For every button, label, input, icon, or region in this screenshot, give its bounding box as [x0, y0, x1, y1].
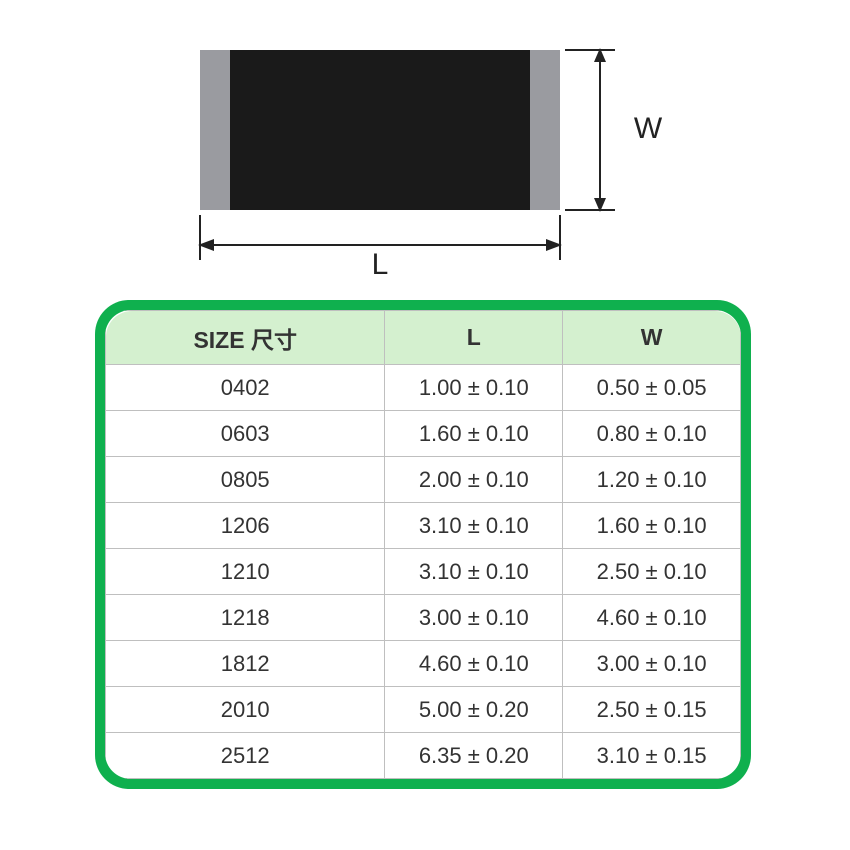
cell-l: 3.00 ± 0.10: [385, 595, 563, 641]
cell-w: 2.50 ± 0.15: [563, 687, 741, 733]
chip-body-icon: [230, 50, 530, 210]
table-row: 25126.35 ± 0.203.10 ± 0.15: [106, 733, 741, 779]
cell-size: 1812: [106, 641, 385, 687]
cell-size: 1210: [106, 549, 385, 595]
header-w: W: [563, 311, 741, 365]
table-row: 12103.10 ± 0.102.50 ± 0.10: [106, 549, 741, 595]
cell-l: 5.00 ± 0.20: [385, 687, 563, 733]
cell-size: 1206: [106, 503, 385, 549]
cell-w: 1.60 ± 0.10: [563, 503, 741, 549]
cell-l: 3.10 ± 0.10: [385, 549, 563, 595]
dimension-label-l: L: [372, 248, 389, 280]
cell-size: 2010: [106, 687, 385, 733]
table-row: 04021.00 ± 0.100.50 ± 0.05: [106, 365, 741, 411]
cell-w: 0.50 ± 0.05: [563, 365, 741, 411]
size-table-container: SIZE 尺寸 L W 04021.00 ± 0.100.50 ± 0.0506…: [95, 300, 751, 789]
table-row: 12183.00 ± 0.104.60 ± 0.10: [106, 595, 741, 641]
size-table-head: SIZE 尺寸 L W: [106, 311, 741, 365]
cell-w: 1.20 ± 0.10: [563, 457, 741, 503]
header-size: SIZE 尺寸: [106, 311, 385, 365]
cell-size: 2512: [106, 733, 385, 779]
table-row: 12063.10 ± 0.101.60 ± 0.10: [106, 503, 741, 549]
cell-w: 4.60 ± 0.10: [563, 595, 741, 641]
cell-l: 3.10 ± 0.10: [385, 503, 563, 549]
table-row: 18124.60 ± 0.103.00 ± 0.10: [106, 641, 741, 687]
cell-w: 2.50 ± 0.10: [563, 549, 741, 595]
cell-w: 0.80 ± 0.10: [563, 411, 741, 457]
size-table-header-row: SIZE 尺寸 L W: [106, 311, 741, 365]
size-table: SIZE 尺寸 L W 04021.00 ± 0.100.50 ± 0.0506…: [105, 310, 741, 779]
cell-w: 3.00 ± 0.10: [563, 641, 741, 687]
cell-w: 3.10 ± 0.15: [563, 733, 741, 779]
dimension-l: L: [198, 215, 562, 280]
page-root: W L: [0, 0, 850, 850]
component-diagram: W L: [170, 40, 680, 280]
component-diagram-svg: W L: [170, 40, 680, 280]
cell-size: 1218: [106, 595, 385, 641]
cell-l: 4.60 ± 0.10: [385, 641, 563, 687]
table-row: 06031.60 ± 0.100.80 ± 0.10: [106, 411, 741, 457]
dimension-label-w: W: [634, 112, 663, 145]
cell-l: 2.00 ± 0.10: [385, 457, 563, 503]
cell-size: 0805: [106, 457, 385, 503]
dimension-w: W: [565, 48, 663, 212]
cell-l: 1.00 ± 0.10: [385, 365, 563, 411]
cell-l: 1.60 ± 0.10: [385, 411, 563, 457]
chip-terminal-right-icon: [530, 50, 560, 210]
cell-l: 6.35 ± 0.20: [385, 733, 563, 779]
table-row: 08052.00 ± 0.101.20 ± 0.10: [106, 457, 741, 503]
size-table-body: 04021.00 ± 0.100.50 ± 0.0506031.60 ± 0.1…: [106, 365, 741, 779]
table-row: 20105.00 ± 0.202.50 ± 0.15: [106, 687, 741, 733]
header-l: L: [385, 311, 563, 365]
chip-terminal-left-icon: [200, 50, 230, 210]
cell-size: 0402: [106, 365, 385, 411]
cell-size: 0603: [106, 411, 385, 457]
